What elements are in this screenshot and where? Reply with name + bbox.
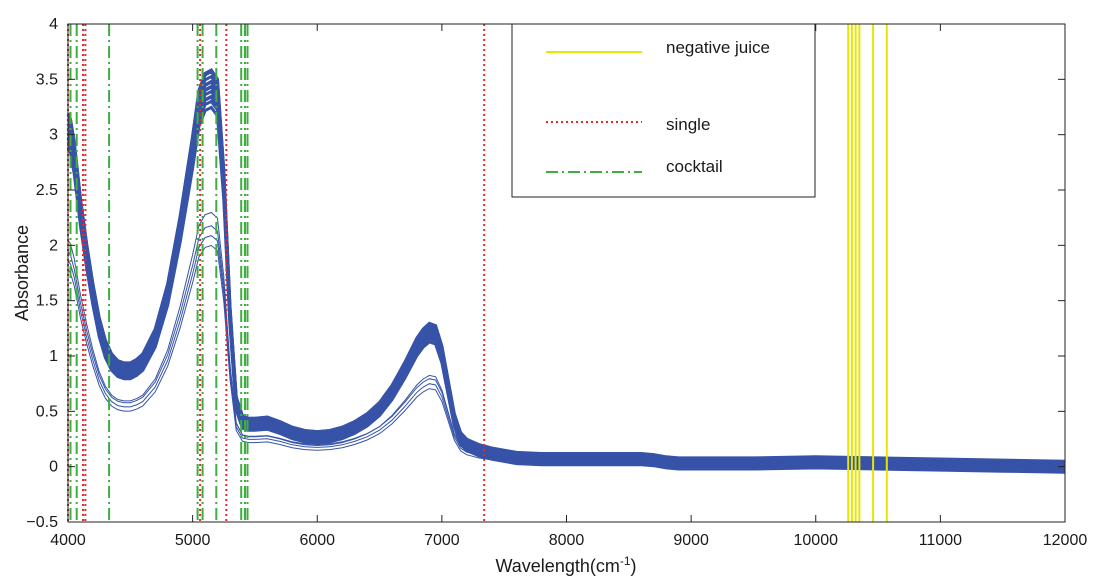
spectrum-line [66, 95, 1066, 474]
x-tick-label: 10000 [794, 532, 839, 549]
y-tick-label: 0.5 [36, 403, 58, 420]
legend-label-negative-juice: negative juice [666, 38, 770, 57]
y-tick-label: 0 [49, 459, 58, 476]
x-tick-label: 9000 [673, 532, 709, 549]
x-tick-label: 8000 [549, 532, 585, 549]
spectra-layer [66, 68, 1066, 474]
spectrum-line [67, 244, 1066, 469]
y-tick-label: 3 [49, 127, 58, 144]
y-tick-label: 4 [49, 16, 58, 33]
spectrum-line [66, 85, 1066, 472]
y-tick-label: 2.5 [36, 182, 58, 199]
wavelength-marker-layer [67, 24, 888, 522]
legend-label-single: single [666, 115, 710, 134]
y-tick-label: 1 [49, 348, 58, 365]
x-axis-label-superscript: -1 [620, 554, 631, 568]
x-axis-label: Wavelength(cm-1) [495, 554, 636, 576]
x-tick-label: 5000 [175, 532, 211, 549]
x-tick-label: 12000 [1043, 532, 1088, 549]
legend: negative juice single cocktail [511, 23, 816, 198]
y-axis-label: Absorbance [12, 225, 32, 321]
x-tick-label: 6000 [299, 532, 335, 549]
spectrum-line [66, 80, 1066, 463]
y-tick-label: 3.5 [36, 71, 58, 88]
y-tick-label: 2 [49, 237, 58, 254]
spectrum-line [67, 225, 1066, 464]
legend-label-cocktail: cocktail [666, 157, 723, 176]
spectrum-line [67, 235, 1066, 466]
y-tick-label: −0.5 [26, 514, 58, 531]
x-axis-ticks: 4000 5000 6000 7000 8000 9000 10000 11000 12000 [50, 24, 1087, 549]
y-axis-ticks: −0.5 0 0.5 1 1.5 2 2.5 3 3.5 4 [26, 16, 1065, 531]
x-tick-label: 4000 [50, 532, 86, 549]
y-tick-label: 1.5 [36, 293, 58, 310]
x-tick-label: 11000 [919, 532, 962, 549]
x-tick-label: 7000 [424, 532, 460, 549]
spectrum-line [67, 211, 1066, 466]
